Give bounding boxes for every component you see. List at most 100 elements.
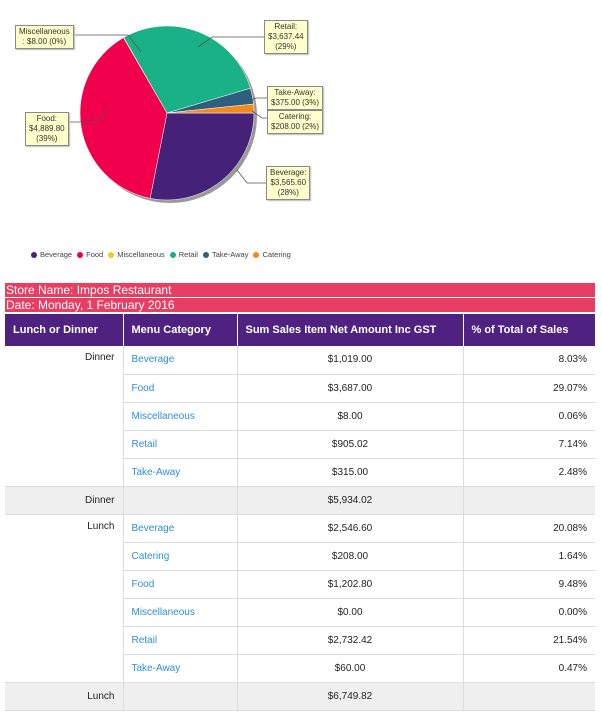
amount-cell: $2,546.60 — [237, 514, 464, 543]
category-link[interactable]: Catering — [131, 550, 170, 562]
callout-catering-value: $208.00 (2%) — [271, 122, 320, 131]
subtotal-empty-cell — [463, 486, 595, 515]
legend-item-beverage[interactable]: Beverage — [31, 250, 72, 259]
pie-slice-food[interactable] — [79, 37, 168, 199]
legend-dot-catering — [253, 251, 260, 258]
legend-dot-miscellaneous — [108, 251, 115, 258]
percent-cell: 29.07% — [463, 374, 595, 403]
legend-label-retail: Retail — [178, 250, 198, 259]
category-link[interactable]: Take-Away — [131, 662, 181, 674]
legend-dot-takeaway — [202, 251, 209, 258]
amount-cell: $2,732.42 — [237, 626, 464, 655]
category-cell: Miscellaneous — [123, 402, 238, 431]
date-banner: Date: Monday, 1 February 2016 — [5, 298, 595, 312]
leader-catering — [251, 110, 268, 119]
amount-cell: $0.00 — [237, 598, 464, 627]
callout-catering-label: Catering: — [278, 112, 312, 121]
category-link[interactable]: Miscellaneous — [131, 606, 195, 618]
category-cell: Retail — [123, 626, 238, 655]
table-row: Miscellaneous $0.00 0.00% — [5, 598, 595, 627]
leader-misc — [72, 34, 142, 53]
callout-takeaway-label: Take-Away: — [274, 88, 316, 97]
callout-retail: Retail: $3,637.44 (29%) — [264, 20, 308, 54]
subtotal-empty-cell — [123, 486, 238, 515]
percent-cell: 21.54% — [463, 626, 595, 655]
table-row: Catering $208.00 1.64% — [5, 542, 595, 571]
category-link[interactable]: Miscellaneous — [131, 410, 195, 422]
callout-retail-value: $3,637.44 — [268, 32, 304, 41]
store-name-banner: Store Name: Impos Restaurant — [5, 283, 595, 297]
leader-food — [68, 109, 109, 123]
sales-report-table: Lunch or Dinner Menu Category Sum Sales … — [5, 314, 595, 711]
category-link[interactable]: Retail — [131, 438, 158, 450]
callout-retail-pct: (29%) — [275, 42, 297, 51]
category-cell: Food — [123, 570, 238, 599]
column-header-percent-total[interactable]: % of Total of Sales — [463, 314, 595, 346]
category-link[interactable]: Food — [131, 578, 155, 590]
legend-dot-beverage — [31, 251, 37, 258]
amount-cell: $3,687.00 — [237, 374, 464, 403]
percent-cell: 0.47% — [463, 654, 595, 683]
category-cell: Take-Away — [123, 458, 238, 487]
legend-dot-food — [77, 251, 84, 258]
category-cell: Beverage — [123, 514, 238, 543]
table-row: Retail $2,732.42 21.54% — [5, 626, 595, 655]
category-link[interactable]: Take-Away — [131, 466, 181, 478]
callout-food-pct: (39%) — [36, 134, 58, 143]
legend-label-takeaway: Take-Away — [211, 250, 249, 259]
callout-miscellaneous: Miscellaneous : $8.00 (0%) — [15, 25, 74, 49]
subtotal-empty-cell — [463, 682, 595, 711]
subtotal-row-lunch: Lunch $6,749.82 — [5, 682, 595, 711]
percent-cell: 7.14% — [463, 430, 595, 459]
category-link[interactable]: Beverage — [131, 354, 175, 366]
legend-item-catering[interactable]: Catering — [253, 250, 291, 259]
amount-cell: $905.02 — [237, 430, 464, 459]
column-header-lunch-or-dinner[interactable]: Lunch or Dinner — [5, 314, 124, 346]
callout-food-value: $4,889.80 — [29, 124, 65, 133]
pie-slice-catering[interactable] — [166, 103, 255, 114]
column-header-sum-sales[interactable]: Sum Sales Item Net Amount Inc GST — [237, 314, 464, 346]
legend-item-miscellaneous[interactable]: Miscellaneous — [108, 250, 165, 259]
callout-beverage: Beverage: $3,565.60 (28%) — [266, 166, 311, 200]
legend-label-food: Food — [86, 250, 104, 259]
percent-cell: 2.48% — [463, 458, 595, 487]
table-header-row: Lunch or Dinner Menu Category Sum Sales … — [5, 314, 595, 346]
chart-legend: Beverage Food Miscellaneous Retail Take-… — [31, 250, 291, 259]
legend-label-miscellaneous: Miscellaneous — [117, 250, 165, 259]
table-row: Food $1,202.80 9.48% — [5, 570, 595, 599]
legend-item-takeaway[interactable]: Take-Away — [202, 250, 249, 259]
subtotal-label: Dinner — [5, 486, 124, 515]
table-row: Retail $905.02 7.14% — [5, 430, 595, 459]
category-cell: Miscellaneous — [123, 598, 238, 627]
category-link[interactable]: Retail — [131, 634, 158, 646]
subtotal-row-dinner: Dinner $5,934.02 — [5, 486, 595, 515]
legend-item-food[interactable]: Food — [77, 250, 103, 259]
callout-misc-value: : $8.00 (0%) — [22, 37, 67, 46]
leader-beverage — [236, 169, 268, 184]
percent-cell: 1.64% — [463, 542, 595, 571]
percent-cell: 0.00% — [463, 598, 595, 627]
callout-food: Food: $4,889.80 (39%) — [25, 112, 69, 146]
pie-chart — [68, 25, 268, 203]
table-row: Lunch Beverage $2,546.60 20.08% — [5, 514, 595, 683]
table-row: Take-Away $60.00 0.47% — [5, 654, 595, 683]
column-header-menu-category[interactable]: Menu Category — [123, 314, 238, 346]
percent-cell: 20.08% — [463, 514, 595, 543]
callout-catering: Catering: $208.00 (2%) — [267, 110, 324, 134]
callout-food-label: Food: — [36, 114, 58, 123]
table-row: Food $3,687.00 29.07% — [5, 374, 595, 403]
amount-cell: $8.00 — [237, 402, 464, 431]
percent-cell: 9.48% — [463, 570, 595, 599]
amount-cell: $208.00 — [237, 542, 464, 571]
pie-slices — [79, 25, 255, 201]
category-link[interactable]: Food — [131, 382, 155, 394]
amount-cell: $60.00 — [237, 654, 464, 683]
leader-retail — [197, 36, 266, 48]
category-link[interactable]: Beverage — [131, 522, 175, 534]
legend-dot-retail — [169, 251, 176, 258]
legend-item-retail[interactable]: Retail — [169, 250, 198, 259]
callout-misc-label: Miscellaneous — [19, 27, 70, 36]
callout-beverage-value: $3,565.60 — [270, 178, 307, 187]
pie-slice-beverage[interactable] — [149, 112, 255, 201]
pie-slice-retail[interactable] — [123, 25, 251, 114]
